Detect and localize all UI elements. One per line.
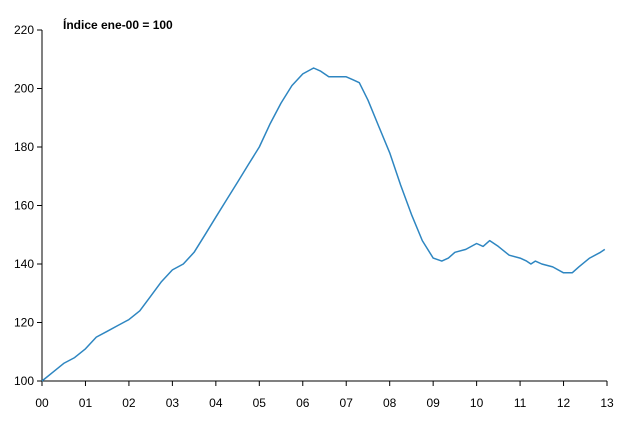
y-tick-label: 200 bbox=[14, 82, 34, 96]
y-tick-label: 180 bbox=[14, 140, 34, 154]
x-tick-label: 03 bbox=[166, 396, 180, 410]
index-base-note: Índice ene-00 = 100 bbox=[63, 17, 173, 32]
x-axis-ticks: 00 01 02 03 04 05 06 07 08 09 10 11 12 13 bbox=[35, 381, 614, 410]
y-tick-label: 120 bbox=[14, 316, 34, 330]
y-tick-label: 220 bbox=[14, 23, 34, 37]
x-tick-label: 09 bbox=[426, 396, 440, 410]
x-tick-label: 05 bbox=[253, 396, 267, 410]
x-tick-label: 11 bbox=[514, 396, 527, 410]
y-tick-label: 140 bbox=[14, 257, 34, 271]
y-tick-label: 100 bbox=[14, 374, 34, 388]
series-line bbox=[41, 67, 606, 382]
x-tick-label: 12 bbox=[557, 396, 571, 410]
series-group bbox=[41, 67, 606, 382]
x-tick-label: 04 bbox=[209, 396, 223, 410]
x-tick-label: 08 bbox=[383, 396, 397, 410]
y-tick-label: 160 bbox=[14, 199, 34, 213]
x-tick-label: 02 bbox=[122, 396, 136, 410]
y-axis-ticks: 100 120 140 160 180 200 220 bbox=[14, 23, 42, 388]
x-tick-label: 00 bbox=[35, 396, 49, 410]
x-tick-label: 07 bbox=[340, 396, 354, 410]
x-tick-label: 06 bbox=[296, 396, 310, 410]
axes bbox=[41, 30, 607, 382]
x-tick-label: 13 bbox=[600, 396, 614, 410]
x-tick-label: 01 bbox=[79, 396, 93, 410]
x-tick-label: 10 bbox=[470, 396, 484, 410]
